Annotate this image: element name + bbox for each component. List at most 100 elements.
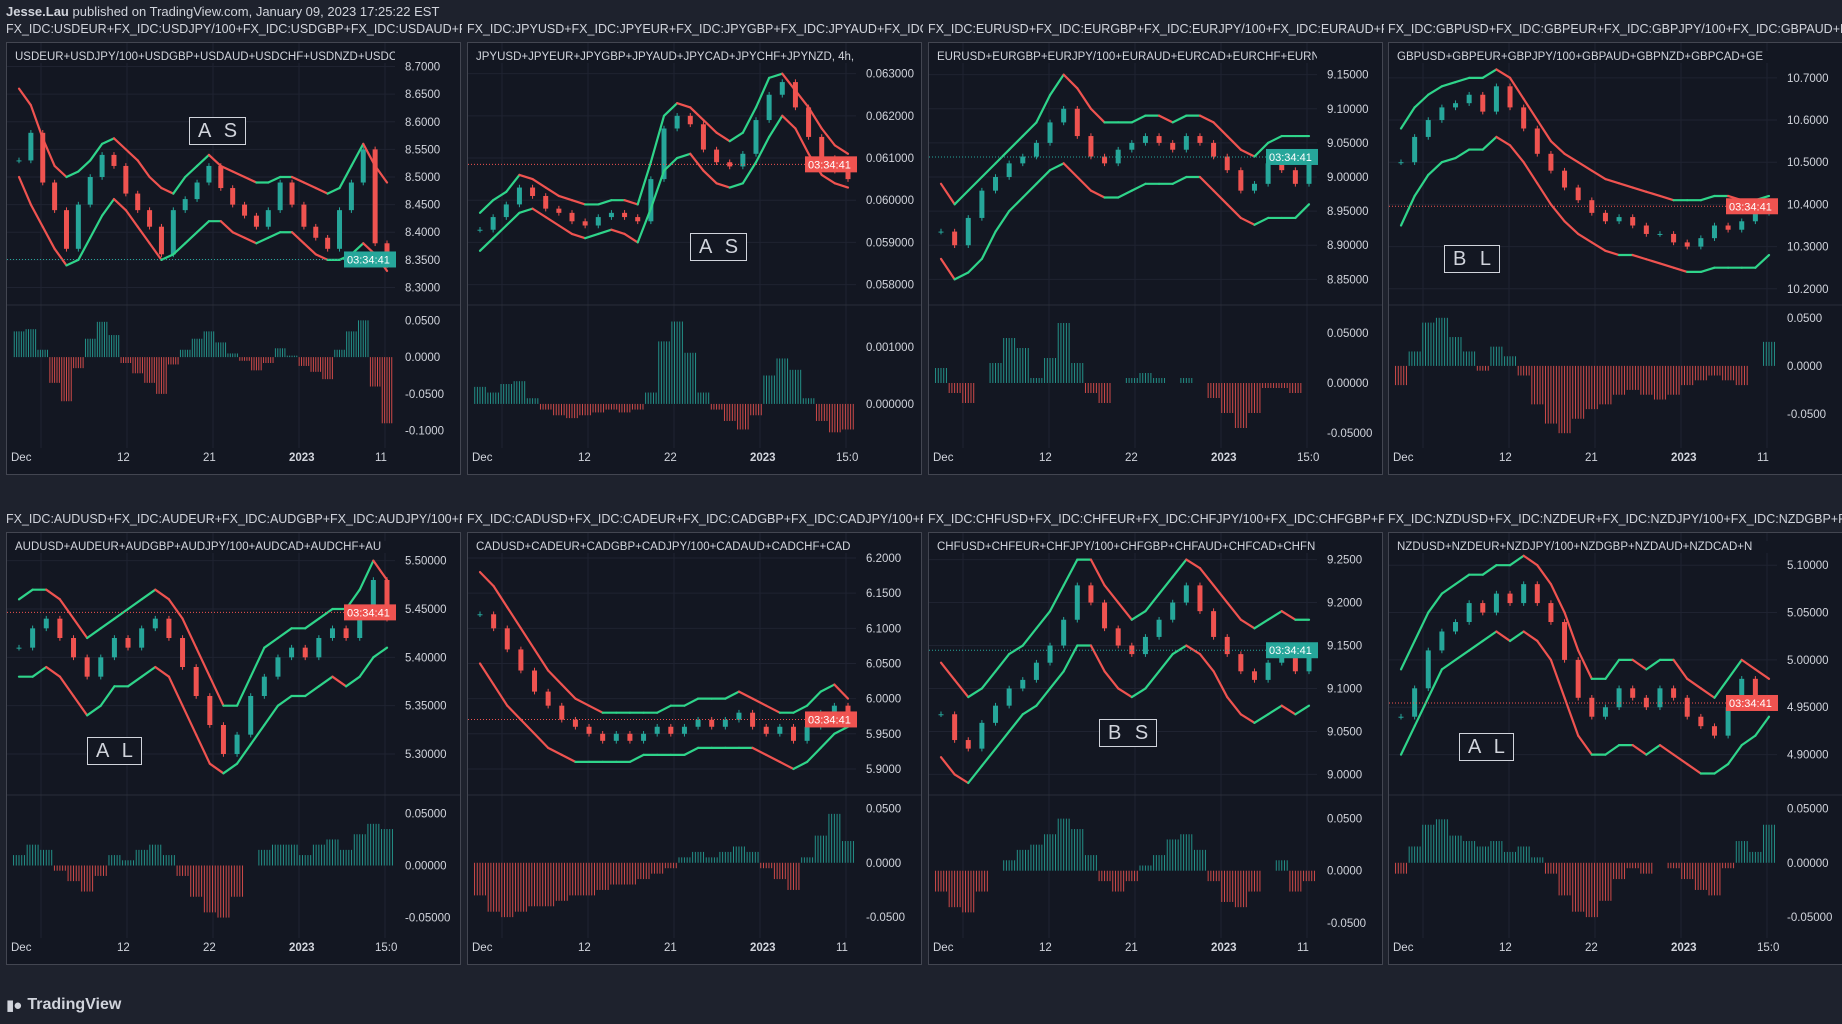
series-legend: JPYUSD+JPYEUR+JPYGBP+JPYAUD+JPYCAD+JPYCH… <box>476 51 856 63</box>
chart-svg[interactable]: 9.2500 9.2000 9.1500 9.1000 9.0500 9.0000 0.05… <box>929 533 1383 965</box>
chart-svg[interactable]: 5.50000 5.45000 5.40000 5.35000 5.30000 0.050… <box>7 533 461 965</box>
candle-body <box>661 128 667 180</box>
lower-band-segment <box>1481 630 1498 643</box>
osc-tick-label: 0.0500 <box>866 803 901 815</box>
lower-band-segment <box>806 746 822 764</box>
chart-panel[interactable]: FX_IDC:CHFUSD+FX_IDC:CHFEUR+FX_IDC:CHFJP… <box>928 510 1384 968</box>
upper-band-segment <box>820 127 836 147</box>
candle-body <box>736 712 742 720</box>
upper-band-segment <box>231 170 246 179</box>
chart-pane[interactable]: 0.063000 0.062000 0.061000 0.060000 0.059000… <box>467 42 922 475</box>
lower-band-segment <box>570 232 587 240</box>
upper-band-segment <box>574 697 591 707</box>
osc-tick-label: 0.00000 <box>1327 378 1369 390</box>
chart-pane[interactable]: 5.50000 5.45000 5.40000 5.35000 5.30000 0.050… <box>6 532 461 965</box>
time-tick-label: 11 <box>1757 452 1769 464</box>
osc-tick-label: -0.0500 <box>866 912 905 924</box>
price-tick-label: 8.4500 <box>405 200 440 212</box>
candle-body <box>63 210 69 249</box>
price-tick-label: 5.35000 <box>405 701 447 713</box>
candle-body <box>1671 688 1677 698</box>
lower-band-segment <box>939 756 956 776</box>
chart-svg[interactable]: 9.15000 9.10000 9.05000 9.00000 8.95000 8.900… <box>929 43 1383 475</box>
osc-tick-label: 0.0000 <box>866 858 901 870</box>
upper-band-segment <box>184 164 199 179</box>
time-tick-label: Dec <box>1393 942 1414 954</box>
candle-body <box>845 170 851 180</box>
chart-pane[interactable]: 9.2500 9.2000 9.1500 9.1000 9.0500 9.0000 0.05… <box>928 532 1383 965</box>
lower-band-segment <box>58 675 75 698</box>
candle-body <box>938 714 944 716</box>
chart-pane[interactable]: 8.7000 8.6500 8.6000 8.5500 8.5000 8.4500 8.40… <box>6 42 461 475</box>
candle-body <box>30 628 36 648</box>
chart-panel[interactable]: FX_IDC:EURUSD+FX_IDC:EURGBP+FX_IDC:EURJP… <box>928 20 1384 478</box>
upper-band-segment <box>372 559 389 582</box>
candle-body <box>43 618 49 629</box>
chart-svg[interactable]: 6.2000 6.1500 6.1000 6.0500 6.0000 5.9500 5.90… <box>468 533 922 965</box>
chart-pane[interactable]: 10.7000 10.6000 10.5000 10.4000 10.3000 10.20… <box>1388 42 1842 475</box>
lower-band-segment <box>167 675 184 707</box>
panel-symbol-title: FX_IDC:CADUSD+FX_IDC:CADEUR+FX_IDC:CADGB… <box>467 512 923 526</box>
lower-band-segment <box>31 665 48 678</box>
lower-band-segment <box>1645 258 1662 265</box>
upper-band-segment <box>939 182 956 206</box>
candle-body <box>1211 142 1217 157</box>
upper-band-segment <box>1604 178 1621 185</box>
chart-pane[interactable]: 5.10000 5.05000 5.00000 4.95000 4.90000 0.050… <box>1388 532 1842 965</box>
upper-band-segment <box>276 627 293 640</box>
upper-band-segment <box>154 588 171 601</box>
lower-band-segment <box>967 764 983 785</box>
candle-body <box>1088 585 1094 603</box>
lower-band-segment <box>1089 189 1106 199</box>
lower-band-segment <box>154 665 171 678</box>
candle-body <box>218 165 224 189</box>
chart-panel[interactable]: FX_IDC:NZDUSD+FX_IDC:NZDEUR+FX_IDC:NZDJP… <box>1388 510 1842 968</box>
upper-band-segment <box>1008 134 1024 151</box>
lower-band-segment <box>249 723 266 746</box>
candle-body <box>261 676 267 696</box>
chart-svg[interactable]: 0.063000 0.062000 0.061000 0.060000 0.059000… <box>468 43 922 475</box>
candle-body <box>545 691 551 706</box>
osc-tick-label: -0.0500 <box>405 389 444 401</box>
time-tick-label: Dec <box>472 942 493 954</box>
candle-body <box>1251 671 1257 680</box>
candle-body <box>979 722 985 749</box>
lower-band-segment <box>833 182 850 189</box>
last-price-tag <box>805 711 857 728</box>
chart-panel[interactable]: FX_IDC:CADUSD+FX_IDC:CADEUR+FX_IDC:CADGB… <box>467 510 923 968</box>
upper-band-segment <box>478 570 495 588</box>
lower-band-segment <box>533 732 550 749</box>
chart-pane[interactable]: 6.2000 6.1500 6.1000 6.0500 6.0000 5.9500 5.90… <box>467 532 922 965</box>
chart-panel[interactable]: FX_IDC:USDEUR+FX_IDC:USDJPY/100+FX_IDC:U… <box>6 20 462 478</box>
chart-svg[interactable]: 5.10000 5.05000 5.00000 4.95000 4.90000 0.050… <box>1389 533 1842 965</box>
price-tick-label: 0.059000 <box>866 237 914 249</box>
price-tick-label: 8.5500 <box>405 144 440 156</box>
candle-body <box>1425 650 1431 689</box>
chart-panel[interactable]: FX_IDC:GBPUSD+FX_IDC:GBPEUR+FX_IDC:GBPJP… <box>1388 20 1842 478</box>
chart-pane[interactable]: 9.15000 9.10000 9.05000 9.00000 8.95000 8.900… <box>928 42 1383 475</box>
upper-band-segment <box>1103 584 1120 604</box>
chart-panel[interactable]: FX_IDC:AUDUSD+FX_IDC:AUDEUR+FX_IDC:AUDGB… <box>6 510 462 968</box>
lower-band-segment <box>505 211 521 227</box>
price-tick-label: 6.1000 <box>866 623 901 635</box>
chart-svg[interactable]: 8.7000 8.6500 8.6000 8.5500 8.5000 8.4500 8.40… <box>7 43 461 475</box>
candle-body <box>1265 662 1271 680</box>
price-tick-label: 10.5000 <box>1787 157 1829 169</box>
candle-body <box>289 647 295 658</box>
upper-band-segment <box>195 646 211 678</box>
upper-band-segment <box>478 199 495 214</box>
candle-body <box>1453 103 1459 108</box>
chart-svg[interactable]: 10.7000 10.6000 10.5000 10.4000 10.3000 10.20… <box>1389 43 1842 475</box>
candle-body <box>313 226 319 238</box>
candle-body <box>316 638 322 658</box>
lower-band-segment <box>1239 713 1256 724</box>
upper-band-segment <box>980 162 997 179</box>
time-tick-label: Dec <box>1393 452 1414 464</box>
chart-panel[interactable]: FX_IDC:JPYUSD+FX_IDC:JPYEUR+FX_IDC:JPYGB… <box>467 20 923 478</box>
series-legend: GBPUSD+GBPEUR+GBPJPY/100+GBPAUD+GBPNZD+G… <box>1397 51 1777 63</box>
upper-band-segment <box>100 137 116 145</box>
upper-band-segment <box>597 199 613 206</box>
candle-body <box>302 647 308 658</box>
candle-body <box>750 712 756 727</box>
candle-body <box>1265 163 1271 184</box>
